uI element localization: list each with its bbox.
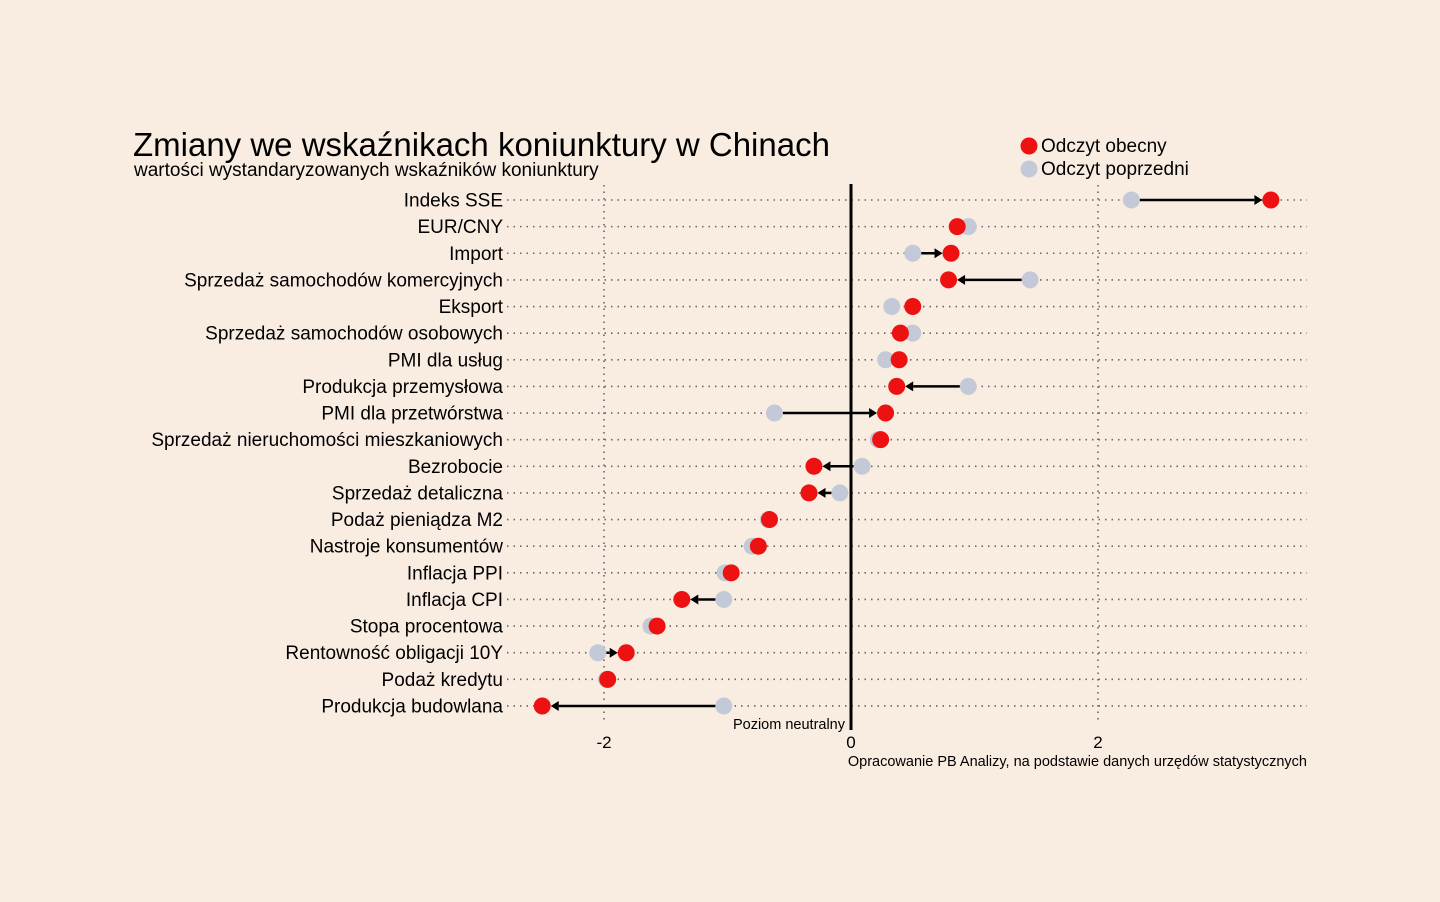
current-value-dot [673, 590, 691, 608]
current-value-dot [599, 670, 617, 688]
current-value-dot [891, 324, 909, 342]
category-label: Sprzedaż samochodów osobowych [205, 324, 503, 345]
category-label: Podaż kredytu [382, 670, 503, 691]
category-row: Podaż kredytu [382, 670, 617, 691]
category-label: Sprzedaż samochodów komercyjnych [184, 270, 503, 291]
change-arrowhead [934, 248, 943, 259]
current-value-dot [940, 271, 958, 289]
category-row: Indeks SSE [404, 191, 1280, 212]
current-value-dot [648, 617, 666, 635]
current-value-dot [904, 298, 922, 316]
category-label: Sprzedaż detaliczna [332, 483, 504, 504]
previous-value-dot [831, 484, 849, 502]
category-label: Rentowność obligacji 10Y [285, 643, 503, 664]
category-label: Bezrobocie [408, 457, 503, 478]
legend: Odczyt obecny Odczyt poprzedni [1020, 136, 1189, 180]
category-label: Eksport [439, 297, 504, 318]
change-arrowhead [905, 381, 914, 392]
source-note: Opracowanie PB Analizy, na podstawie dan… [848, 754, 1307, 770]
current-value-dot [722, 564, 740, 582]
category-row: Eksport [439, 297, 922, 318]
category-row: Sprzedaż detaliczna [332, 483, 849, 504]
chart-subtitle: wartości wystandaryzowanych wskaźników k… [133, 160, 599, 181]
category-row: Stopa procentowa [350, 617, 666, 638]
previous-value-dot [959, 377, 977, 395]
category-label: Sprzedaż nieruchomości mieszkaniowych [151, 430, 503, 451]
x-axis: -2 0 2 [596, 184, 1103, 752]
current-value-dot [800, 484, 818, 502]
category-row: PMI dla przetwórstwa [321, 404, 895, 425]
change-arrowhead [690, 594, 699, 605]
category-label: Indeks SSE [404, 191, 503, 212]
previous-value-dot [715, 590, 733, 608]
category-row: Rentowność obligacji 10Y [285, 643, 635, 664]
current-value-dot [533, 697, 551, 715]
category-row: EUR/CNY [417, 217, 977, 238]
category-label: Nastroje konsumentów [310, 537, 504, 558]
category-row: Import [449, 244, 960, 265]
current-value-dot [890, 351, 908, 369]
category-row: Bezrobocie [408, 457, 871, 478]
category-label: Import [449, 244, 504, 265]
category-label: PMI dla przetwórstwa [321, 404, 503, 425]
category-row: Produkcja budowlana [321, 696, 733, 717]
legend-label-previous: Odczyt poprzedni [1041, 159, 1189, 180]
category-label: Inflacja CPI [406, 590, 503, 611]
category-label: Podaż pieniądza M2 [331, 510, 503, 531]
previous-value-dot [765, 404, 783, 422]
change-arrowhead [817, 487, 826, 498]
category-row: PMI dla usług [388, 350, 908, 371]
category-label: PMI dla usług [388, 350, 503, 371]
previous-value-dot [883, 298, 901, 316]
change-arrowhead [1254, 195, 1263, 205]
chart-title: Zmiany we wskaźnikach koniunktury w Chin… [133, 126, 830, 163]
category-label: EUR/CNY [417, 217, 503, 238]
previous-value-dot [904, 324, 922, 342]
category-row: Nastroje konsumentów [310, 537, 767, 558]
category-row: Produkcja przemysłowa [302, 377, 977, 398]
current-value-dot [888, 377, 906, 395]
category-row: Sprzedaż samochodów osobowych [205, 324, 922, 345]
gridlines [507, 185, 1307, 722]
x-tick-label: 0 [846, 733, 855, 752]
current-value-dot [805, 457, 823, 475]
current-value-dot [877, 404, 895, 422]
category-row: Sprzedaż nieruchomości mieszkaniowych [151, 430, 890, 451]
current-value-dot [948, 218, 966, 236]
change-arrowhead [822, 461, 831, 472]
previous-value-dot [1122, 191, 1140, 209]
previous-value-dot [715, 697, 733, 715]
current-value-dot [617, 644, 635, 662]
legend-label-current: Odczyt obecny [1041, 136, 1167, 157]
category-label: Inflacja PPI [407, 563, 503, 584]
current-value-dot [872, 431, 890, 449]
legend-marker-previous [1020, 160, 1038, 178]
previous-value-dot [877, 351, 895, 369]
data-rows: Indeks SSE EUR/CNY Import Sprzedaż samochod… [151, 191, 1280, 717]
change-arrowhead [957, 274, 966, 285]
category-label: Produkcja przemysłowa [302, 377, 503, 398]
change-arrowhead [550, 700, 559, 711]
category-row: Inflacja CPI [406, 590, 733, 611]
previous-value-dot [589, 644, 607, 662]
category-row: Sprzedaż samochodów komercyjnych [184, 270, 1039, 291]
change-arrowhead [869, 408, 878, 419]
category-label: Produkcja budowlana [321, 696, 503, 717]
legend-marker-current [1020, 137, 1038, 155]
previous-value-dot [904, 244, 922, 262]
previous-value-dot [1021, 271, 1039, 289]
x-tick-label: -2 [596, 733, 611, 752]
current-value-dot [1262, 191, 1280, 209]
zero-annotation: Poziom neutralny [733, 717, 846, 733]
x-tick-label: 2 [1093, 733, 1102, 752]
previous-value-dot [853, 457, 871, 475]
category-label: Stopa procentowa [350, 617, 504, 638]
current-value-dot [760, 511, 778, 529]
category-row: Podaż pieniądza M2 [331, 510, 778, 531]
change-arrowhead [609, 647, 618, 658]
current-value-dot [942, 244, 960, 262]
category-row: Inflacja PPI [407, 563, 740, 584]
current-value-dot [749, 537, 767, 555]
